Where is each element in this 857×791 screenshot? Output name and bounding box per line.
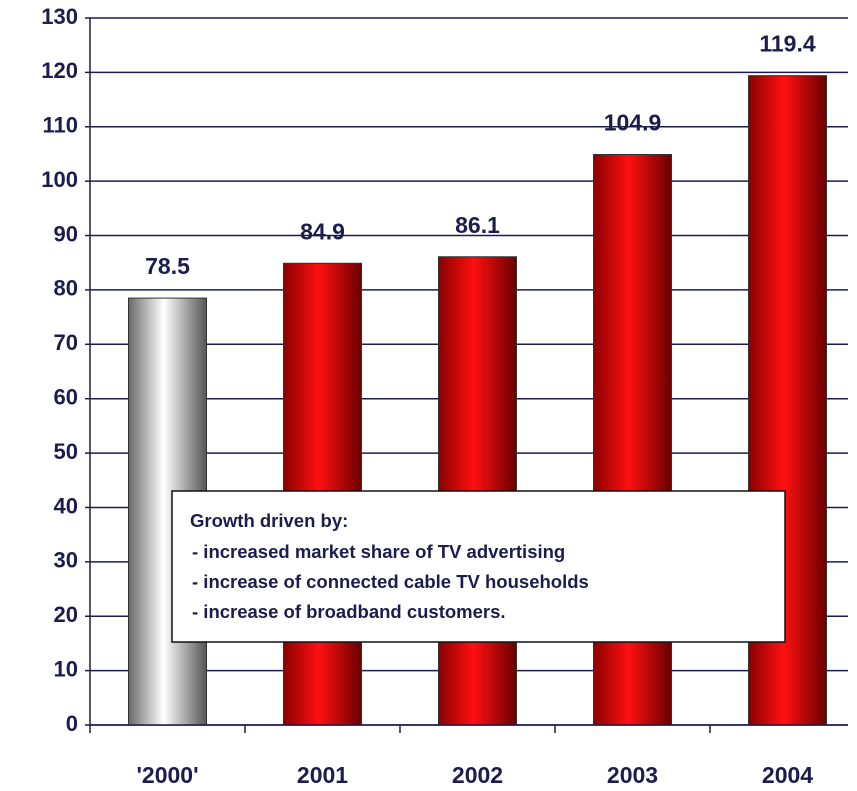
x-tick-label: 2003 bbox=[607, 762, 658, 788]
y-tick-label: 90 bbox=[54, 221, 78, 246]
y-tick-label: 40 bbox=[54, 493, 78, 518]
value-label: 104.9 bbox=[604, 110, 662, 136]
x-tick-label: '2000' bbox=[136, 762, 198, 788]
value-label: 119.4 bbox=[759, 31, 815, 57]
value-label: 84.9 bbox=[300, 218, 345, 244]
y-tick-label: 120 bbox=[41, 58, 78, 83]
annotation-title: Growth driven by: bbox=[190, 510, 348, 531]
y-tick-label: 70 bbox=[54, 330, 78, 355]
y-tick-label: 0 bbox=[66, 711, 78, 736]
x-tick-label: 2004 bbox=[762, 762, 813, 788]
annotation-box bbox=[171, 490, 786, 643]
annotation-item: - increased market share of TV advertisi… bbox=[192, 541, 565, 562]
annotation-item: - increase of connected cable TV househo… bbox=[192, 571, 589, 592]
y-tick-label: 130 bbox=[41, 4, 78, 29]
value-label: 86.1 bbox=[455, 212, 500, 238]
x-tick-label: 2001 bbox=[297, 762, 348, 788]
y-tick-label: 30 bbox=[54, 548, 78, 573]
value-label: 78.5 bbox=[145, 253, 190, 279]
y-tick-label: 110 bbox=[43, 113, 79, 138]
x-tick-label: 2002 bbox=[452, 762, 503, 788]
y-tick-label: 20 bbox=[54, 602, 78, 627]
y-tick-label: 100 bbox=[41, 167, 78, 192]
y-tick-label: 60 bbox=[54, 385, 78, 410]
y-tick-label: 10 bbox=[54, 656, 78, 681]
y-tick-label: 80 bbox=[54, 276, 78, 301]
y-tick-label: 50 bbox=[54, 439, 78, 464]
annotation-item: - increase of broadband customers. bbox=[192, 601, 506, 622]
